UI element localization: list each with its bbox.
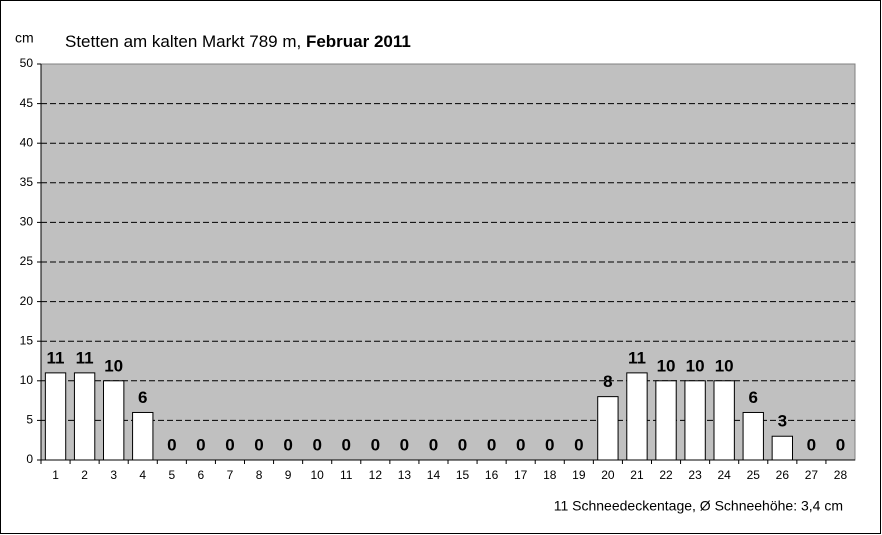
bar <box>771 435 793 461</box>
data-label: 0 <box>196 435 205 454</box>
y-axis-label: cm <box>15 30 34 46</box>
x-tick-label: 26 <box>776 468 790 482</box>
data-label: 11 <box>47 348 65 367</box>
x-tick-label: 4 <box>139 468 146 482</box>
data-label: 6 <box>138 388 147 407</box>
x-tick-label: 8 <box>256 468 263 482</box>
x-tick-label: 10 <box>310 468 324 482</box>
x-tick-label: 18 <box>543 468 557 482</box>
x-tick-label: 5 <box>168 468 175 482</box>
data-label: 0 <box>516 435 525 454</box>
x-tick-label: 16 <box>485 468 499 482</box>
data-label: 10 <box>657 356 676 375</box>
bar <box>597 396 619 461</box>
footer-note: 11 Schneedeckentage, Ø Schneehöhe: 3,4 c… <box>554 498 843 514</box>
x-tick-label: 2 <box>81 468 88 482</box>
y-tick-label: 0 <box>26 452 33 466</box>
x-tick-label: 27 <box>805 468 819 482</box>
y-tick-label: 25 <box>20 254 34 268</box>
y-tick-label: 10 <box>20 373 34 387</box>
data-label: 0 <box>836 435 845 454</box>
y-tick-label: 15 <box>20 333 34 347</box>
x-tick-label: 17 <box>514 468 528 482</box>
data-label: 0 <box>807 435 816 454</box>
data-label: 0 <box>283 435 292 454</box>
x-tick-label: 9 <box>285 468 292 482</box>
bar <box>713 380 735 461</box>
data-label: 10 <box>715 356 734 375</box>
bar <box>103 380 125 461</box>
data-label: 6 <box>749 388 758 407</box>
x-tick-label: 28 <box>834 468 848 482</box>
x-tick-label: 20 <box>601 468 615 482</box>
x-tick-label: 21 <box>630 468 644 482</box>
data-label: 0 <box>574 435 583 454</box>
x-tick-label: 22 <box>659 468 673 482</box>
data-label: 0 <box>545 435 554 454</box>
data-label: 11 <box>628 348 646 367</box>
x-tick-label: 24 <box>717 468 731 482</box>
x-tick-label: 7 <box>227 468 234 482</box>
bar <box>684 380 706 461</box>
data-label: 0 <box>400 435 409 454</box>
data-label: 0 <box>371 435 380 454</box>
data-label: 0 <box>254 435 263 454</box>
x-tick-label: 1 <box>52 468 59 482</box>
y-tick-label: 50 <box>20 56 34 70</box>
data-label: 0 <box>342 435 351 454</box>
bar <box>132 411 154 461</box>
bar <box>655 380 677 461</box>
data-label: 0 <box>312 435 321 454</box>
title-emphasis: Februar 2011 <box>306 32 411 51</box>
data-label: 10 <box>104 356 123 375</box>
x-tick-label: 19 <box>572 468 586 482</box>
x-tick-label: 23 <box>688 468 702 482</box>
x-tick-label: 12 <box>369 468 383 482</box>
x-tick-label: 11 <box>340 468 353 482</box>
data-label: 0 <box>429 435 438 454</box>
chart-title: Stetten am kalten Markt 789 m, Februar 2… <box>65 32 411 51</box>
y-tick-label: 40 <box>20 135 34 149</box>
data-label: 0 <box>458 435 467 454</box>
y-tick-label: 45 <box>20 96 34 110</box>
bar <box>626 372 648 461</box>
data-label: 0 <box>487 435 496 454</box>
y-tick-label: 30 <box>20 215 34 229</box>
data-label: 8 <box>603 372 612 391</box>
y-tick-label: 5 <box>26 413 33 427</box>
y-tick-label: 35 <box>20 175 34 189</box>
bar <box>742 411 764 461</box>
data-label: 10 <box>686 356 705 375</box>
bar <box>44 372 67 461</box>
title-text: Stetten am kalten Markt 789 m, <box>65 32 301 51</box>
y-tick-label: 20 <box>20 294 34 308</box>
x-tick-label: 13 <box>398 468 412 482</box>
data-label: 0 <box>167 435 176 454</box>
data-label: 3 <box>778 412 787 431</box>
data-label: 11 <box>76 348 94 367</box>
data-label: 0 <box>225 435 234 454</box>
x-tick-label: 6 <box>198 468 205 482</box>
x-tick-label: 25 <box>747 468 761 482</box>
x-tick-label: 14 <box>427 468 441 482</box>
bar <box>73 372 96 461</box>
x-tick-label: 15 <box>456 468 470 482</box>
x-tick-label: 3 <box>110 468 117 482</box>
